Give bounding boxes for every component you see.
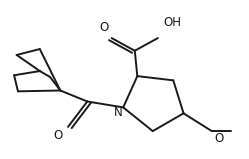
Text: N: N bbox=[114, 106, 123, 119]
Text: O: O bbox=[215, 132, 224, 145]
Text: OH: OH bbox=[163, 16, 181, 29]
Text: O: O bbox=[53, 129, 62, 142]
Text: O: O bbox=[99, 21, 109, 34]
